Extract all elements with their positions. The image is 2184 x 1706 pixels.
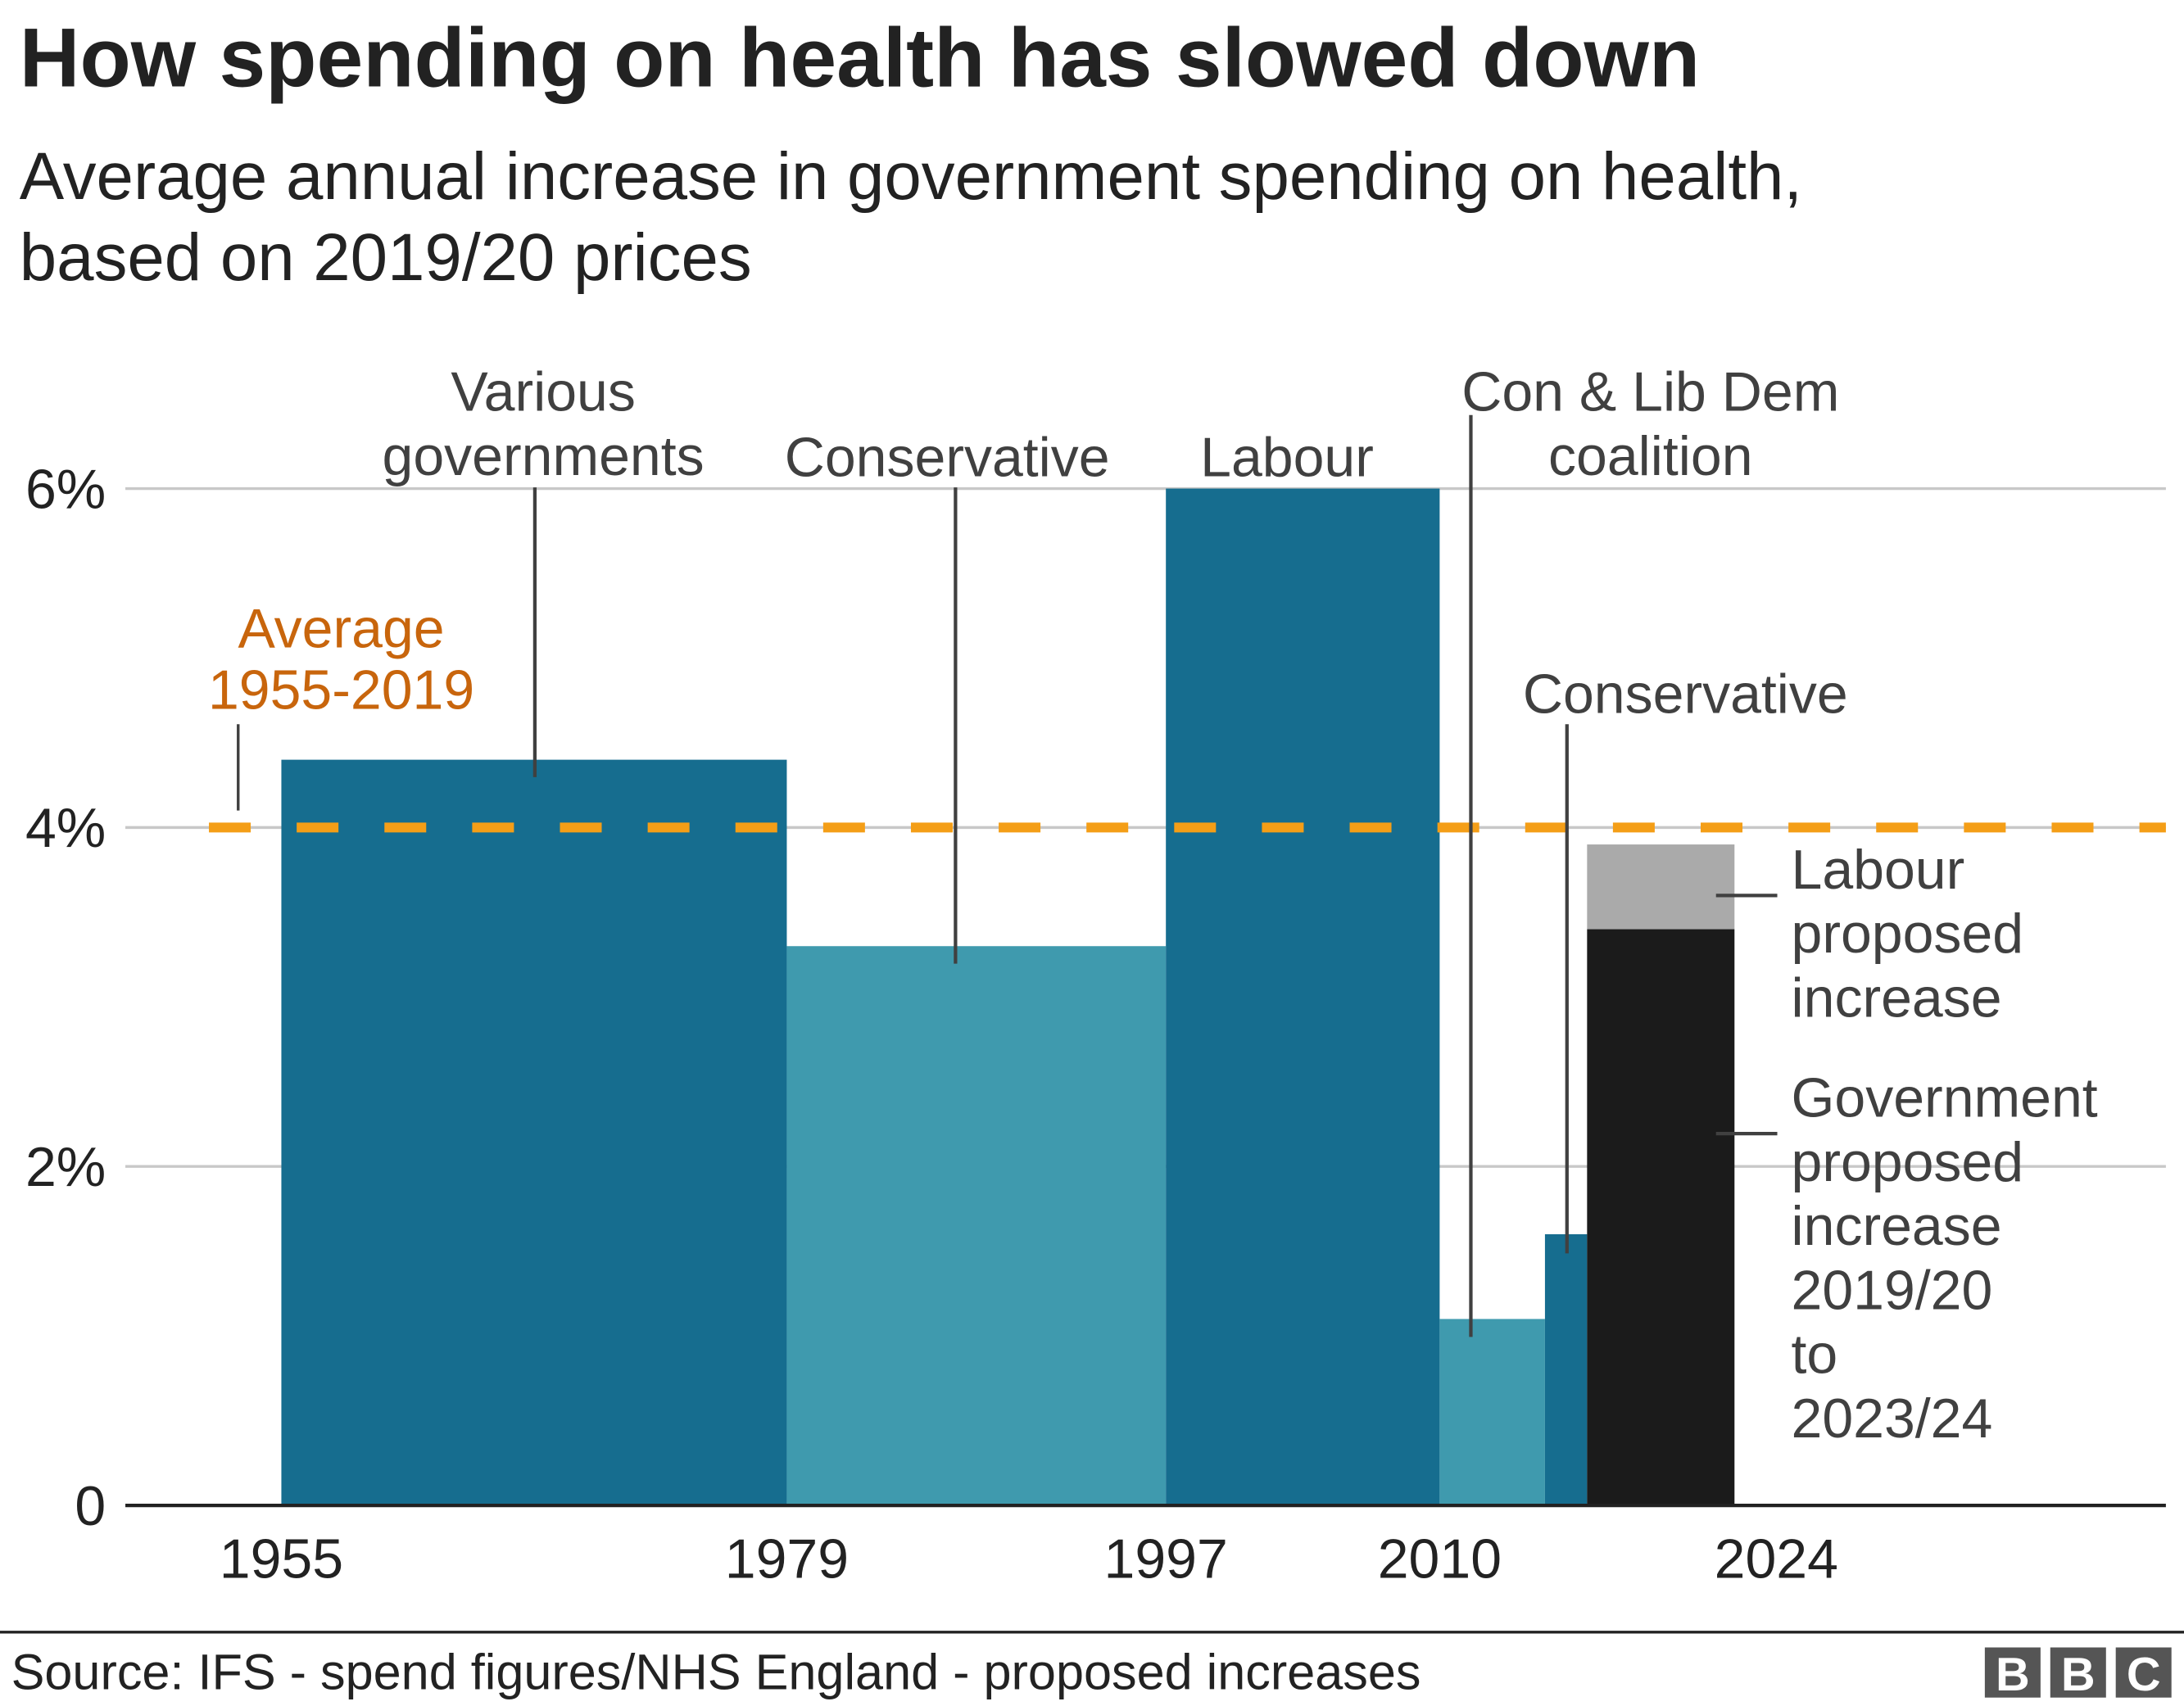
bar — [1439, 1319, 1545, 1506]
axes: 0 2% 4% 6% 1955 1979 1997 2010 2024 — [25, 458, 2166, 1590]
bar — [1587, 844, 1735, 930]
annotation-label: increase — [1792, 966, 2002, 1029]
chart-subtitle-line-1: Average annual increase in government sp… — [20, 139, 1802, 214]
annotation-label: proposed — [1792, 903, 2024, 965]
annotation-label: coalition — [1548, 425, 1753, 487]
bar — [1166, 488, 1440, 1506]
bars — [281, 488, 1735, 1506]
average-label: 1955-2019 — [208, 659, 474, 722]
svg-text:B: B — [1996, 1649, 2030, 1701]
x-tick-label: 2024 — [1715, 1527, 1838, 1590]
x-tick-label: 1979 — [725, 1527, 849, 1590]
chart-title: How spending on health has slowed down — [20, 11, 1700, 105]
svg-text:B: B — [2061, 1649, 2096, 1701]
y-tick-label: 4% — [25, 797, 106, 859]
annotation-label: Government — [1792, 1067, 2098, 1129]
bar — [786, 946, 1167, 1506]
bar — [281, 759, 787, 1506]
annotation-label: Conservative — [1523, 663, 1848, 726]
x-tick-label: 1955 — [220, 1527, 343, 1590]
annotation-label: increase — [1792, 1195, 2002, 1257]
annotation-label: Various — [451, 361, 636, 423]
bar — [1587, 929, 1735, 1506]
y-tick-label: 6% — [25, 458, 106, 520]
annotation-label: 2023/24 — [1792, 1387, 1993, 1450]
bbc-logo: B B C — [1984, 1647, 2172, 1701]
source-text: Source: IFS - spend figures/NHS England … — [11, 1645, 1421, 1700]
average-label: Average — [238, 598, 445, 660]
y-tick-label: 2% — [25, 1136, 106, 1198]
annotation-label: governments — [383, 425, 705, 487]
annotation-label: Conservative — [785, 427, 1110, 489]
bar — [1544, 1233, 1588, 1506]
annotation-label: 2019/20 — [1792, 1259, 1993, 1321]
x-tick-label: 1997 — [1104, 1527, 1228, 1590]
y-tick-label: 0 — [75, 1475, 106, 1537]
annotation-label: Labour — [1200, 427, 1374, 489]
chart-subtitle-line-2: based on 2019/20 prices — [20, 220, 752, 295]
annotation-label: proposed — [1792, 1131, 2024, 1193]
annotation-label: Labour — [1792, 839, 1965, 901]
annotation-label: Con & Lib Dem — [1461, 361, 1839, 423]
x-tick-label: 2010 — [1378, 1527, 1502, 1590]
svg-text:C: C — [2127, 1649, 2161, 1701]
annotation-label: to — [1792, 1324, 1838, 1386]
